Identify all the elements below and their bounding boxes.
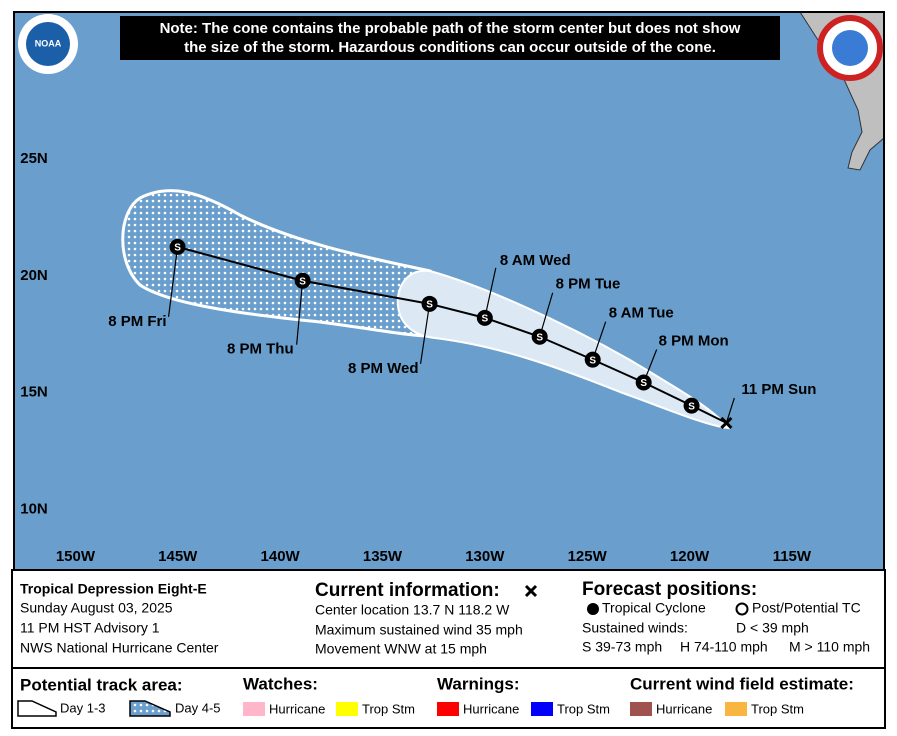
noaa-logo [26,22,70,66]
forecast-title: Forecast positions: [582,579,757,600]
map: 11 PM Sun S 8 PM Mon S 8 AM Tue S 8 PM Tue S 8 A… [14,12,884,570]
tc-label: Tropical Cyclone [602,600,706,616]
time-label: 11 PM Sun [741,381,816,398]
day-1-3-icon [17,700,57,717]
winds-m: M > 110 mph [789,639,870,655]
post-label: Post/Potential TC [752,600,861,616]
legend-swatch [243,702,265,716]
day-4-5-icon [129,700,171,717]
track-area-title: Potential track area: [20,675,183,694]
point-symbol: S [640,378,647,389]
note-box [120,16,780,60]
legend-swatch [437,702,459,716]
legend-group-title: Current wind field estimate: [630,674,854,693]
point-symbol: S [426,299,433,310]
time-label: 8 AM Tue [609,305,674,322]
day-1-3-label: Day 1-3 [60,700,106,715]
legend-item: Trop Stm [362,701,415,716]
x-tick-label: 135W [363,548,403,565]
x-tick-label: 140W [261,548,301,565]
forecast-point [635,374,652,391]
leader-line [419,303,431,364]
point-symbol: S [589,355,596,366]
point-symbol: S [299,276,306,287]
current-point [720,416,733,429]
x-tick-label: 125W [568,548,608,565]
legend-item: Hurricane [269,701,325,716]
y-tick-label: 15N [20,384,48,401]
y-tick-label: 10N [20,500,48,517]
time-label: 8 PM Wed [348,360,419,377]
leader-line [296,280,304,345]
forecast-point [421,295,438,312]
legend-swatch [725,702,747,716]
forecast-point [584,351,601,368]
storm-name: Tropical Depression Eight-E [20,581,207,597]
tc-symbol [587,603,599,615]
current-x [524,584,538,598]
legend-swatch [336,702,358,716]
advisory: 11 PM HST Advisory 1 [20,620,160,636]
x-tick-label: 145W [158,548,198,565]
leader-line [725,397,735,424]
noaa-logo-text: NOAA [35,38,62,48]
legend-swatch [531,702,553,716]
y-tick-label: 20N [20,267,48,284]
forecast-point [169,238,186,255]
nws-logo [832,30,868,66]
point-symbol: S [174,243,181,254]
center: NWS National Hurricane Center [20,640,219,656]
forecast-point [531,328,548,345]
legend-item: Trop Stm [751,701,804,716]
cone-day-4-5 [121,189,432,338]
point-symbol: S [688,401,695,412]
point-symbol: S [481,313,488,324]
current-line: Center location 13.7 N 118.2 W [315,602,510,618]
post-symbol [735,602,749,616]
current-line: Movement WNW at 15 mph [315,641,487,657]
note-line: Note: The cone contains the probable pat… [160,20,741,37]
leader-line [484,267,497,318]
current-line: Maximum sustained wind 35 mph [315,622,523,638]
label-band [14,540,884,570]
winds-h: H 74-110 mph [680,639,768,655]
time-label: 8 PM Fri [108,313,166,330]
legend-item: Hurricane [656,701,712,716]
info-panel [11,569,886,729]
x-tick-label: 120W [670,548,710,565]
time-label: 8 AM Wed [500,252,571,269]
y-tick-label: 25N [20,150,48,167]
point-symbol: S [536,332,543,343]
x-tick-label: 150W [56,548,96,565]
time-label: 8 PM Tue [556,276,621,293]
leader-line [167,246,179,317]
time-label: 8 PM Mon [659,332,729,349]
forecast-point [476,309,493,326]
legend-group-title: Warnings: [437,674,519,693]
legend-group-title: Watches: [243,674,318,693]
date: Sunday August 03, 2025 [20,600,173,616]
legend-item: Trop Stm [557,701,610,716]
forecast-point [294,272,311,289]
x-tick-label: 130W [465,548,505,565]
note-line: the size of the storm. Hazardous conditi… [184,39,716,56]
winds-d: D < 39 mph [736,620,809,636]
winds-title: Sustained winds: [582,620,688,636]
legend-item: Hurricane [463,701,519,716]
time-label: 8 PM Thu [227,341,294,358]
forecast-point [683,397,700,414]
day-4-5-label: Day 4-5 [175,700,221,715]
legend-swatch [630,702,652,716]
winds-s: S 39-73 mph [582,639,662,655]
x-tick-label: 115W [773,548,812,565]
current-title: Current information: [315,580,500,601]
